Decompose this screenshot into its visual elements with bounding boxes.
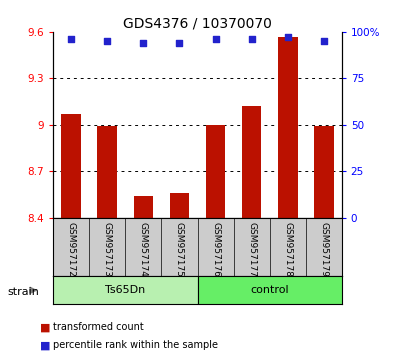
Text: GSM957176: GSM957176 — [211, 222, 220, 278]
Title: GDS4376 / 10370070: GDS4376 / 10370070 — [123, 17, 272, 31]
Text: Ts65Dn: Ts65Dn — [105, 285, 145, 295]
Text: ■: ■ — [40, 322, 51, 332]
Bar — [206, 125, 226, 218]
Bar — [62, 114, 81, 218]
Text: GSM957173: GSM957173 — [103, 222, 112, 278]
Point — [213, 36, 219, 42]
Text: GSM957179: GSM957179 — [319, 222, 328, 278]
Text: transformed count: transformed count — [53, 322, 144, 332]
Bar — [242, 106, 261, 218]
Text: GSM957178: GSM957178 — [283, 222, 292, 278]
Bar — [98, 126, 117, 218]
Text: GSM957175: GSM957175 — [175, 222, 184, 278]
Text: control: control — [250, 285, 289, 295]
Text: GSM957177: GSM957177 — [247, 222, 256, 278]
Bar — [169, 193, 189, 218]
Bar — [314, 126, 333, 218]
Bar — [134, 196, 153, 218]
Point — [248, 36, 255, 42]
Point — [176, 40, 182, 46]
Point — [104, 38, 111, 44]
Text: percentile rank within the sample: percentile rank within the sample — [53, 340, 218, 350]
Bar — [198, 276, 342, 304]
Bar — [53, 276, 198, 304]
Text: ■: ■ — [40, 340, 51, 350]
Text: GSM957172: GSM957172 — [67, 222, 76, 277]
Point — [284, 35, 291, 40]
Text: GSM957174: GSM957174 — [139, 222, 148, 277]
Point — [140, 40, 147, 46]
Point — [68, 36, 75, 42]
Text: strain: strain — [8, 287, 40, 297]
Point — [320, 38, 327, 44]
Bar — [278, 36, 297, 218]
